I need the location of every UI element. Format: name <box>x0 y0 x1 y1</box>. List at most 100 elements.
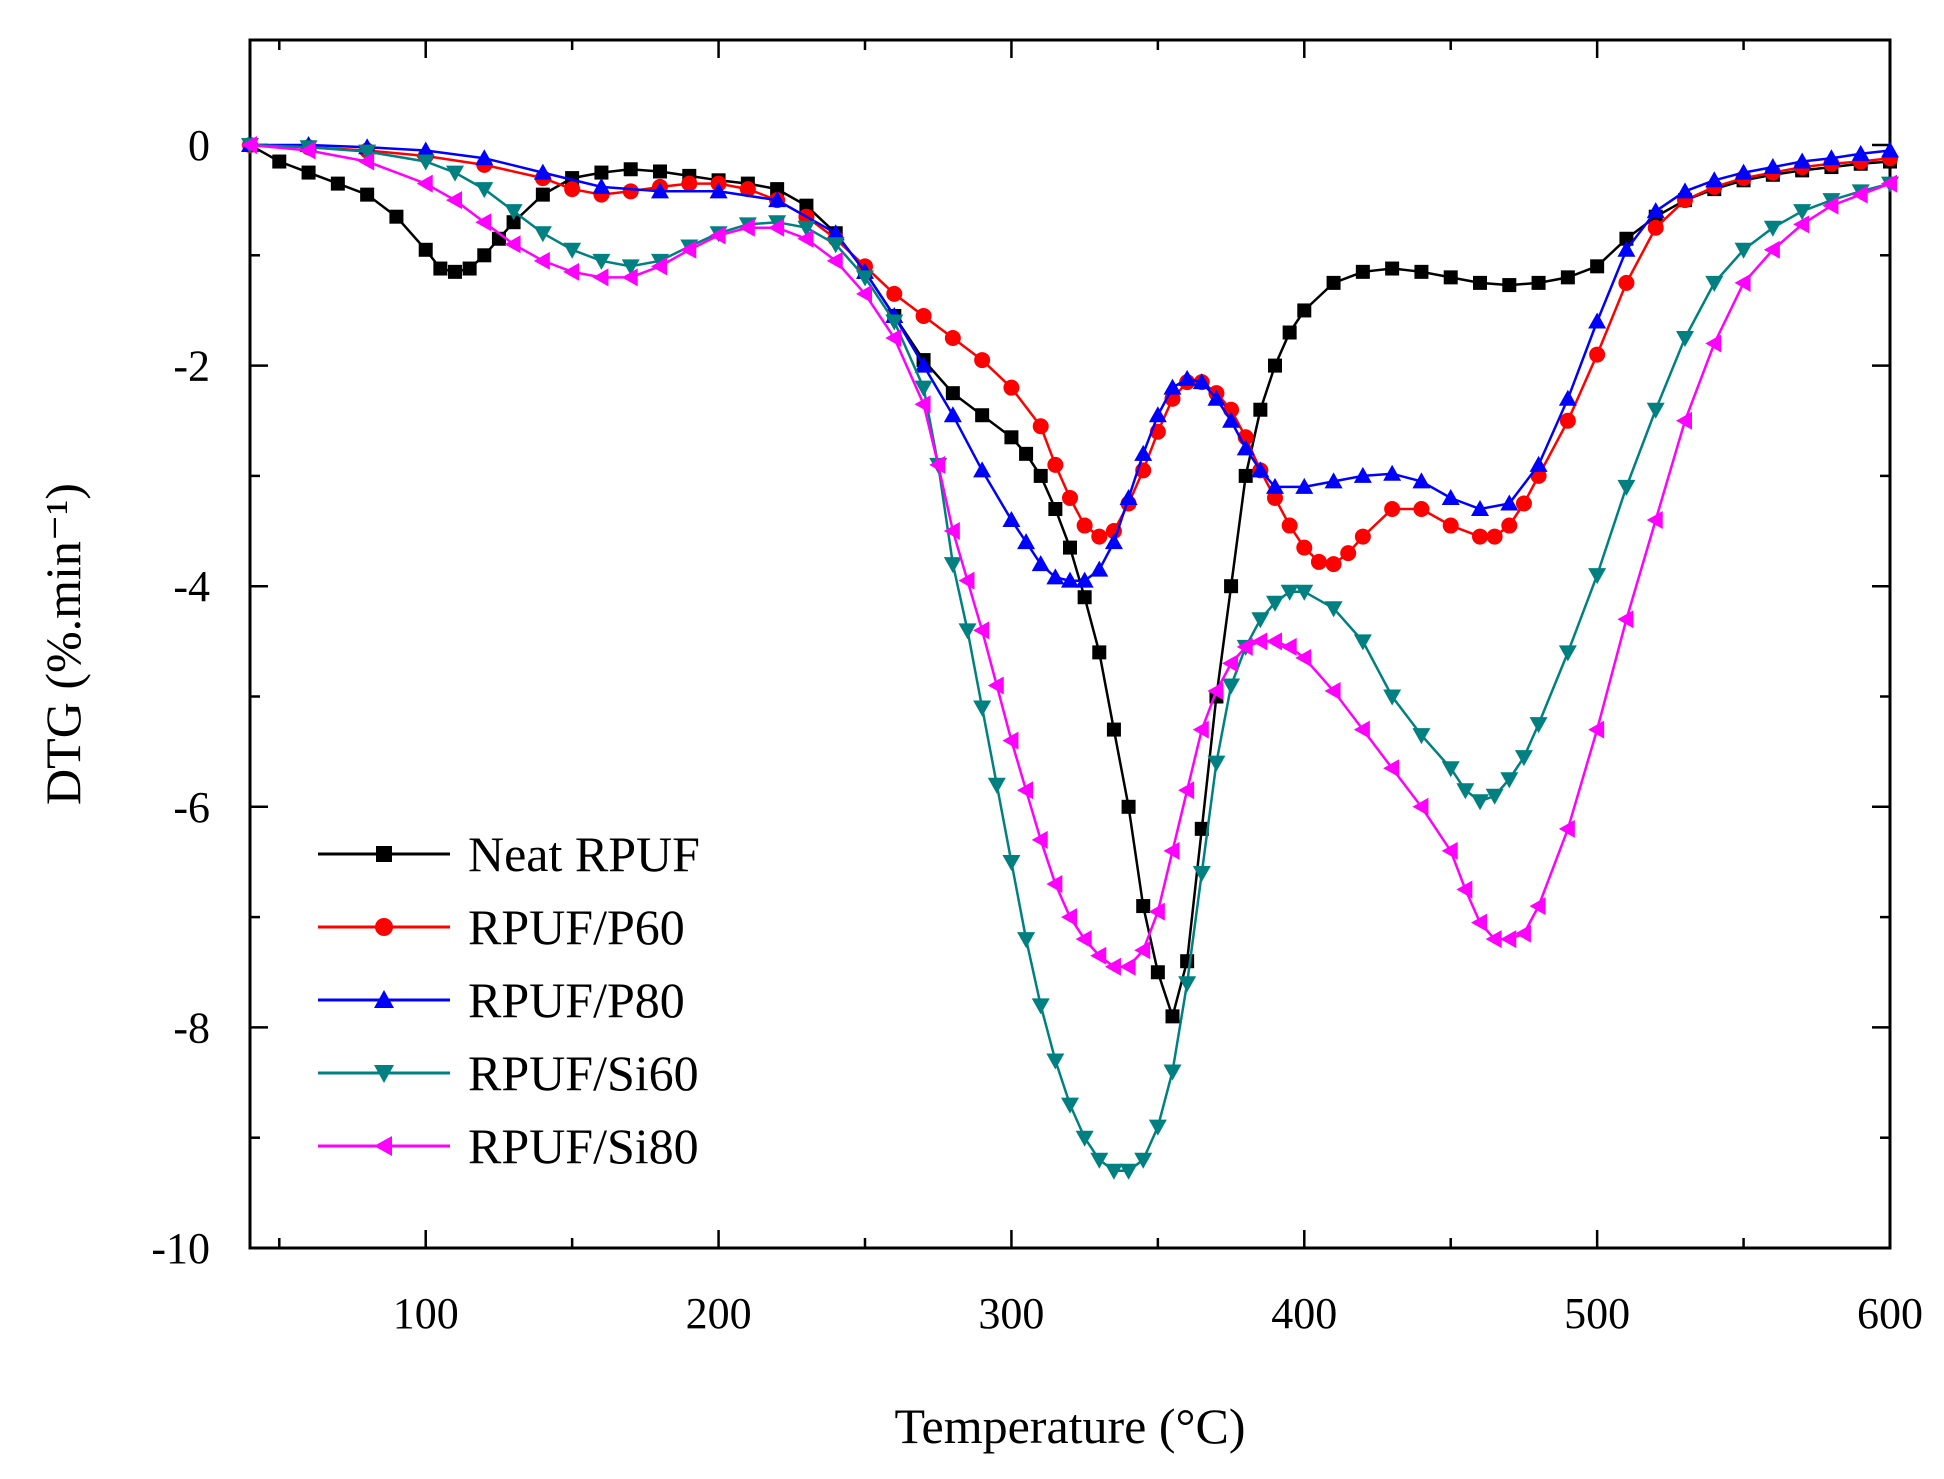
data-point <box>651 182 669 199</box>
data-point <box>1502 278 1517 293</box>
data-point <box>1558 819 1575 838</box>
data-point <box>446 165 464 182</box>
y-tick-label: 0 <box>188 121 210 170</box>
data-point <box>533 251 550 270</box>
data-point <box>1222 654 1239 673</box>
series-rpuf-p60 <box>242 137 1898 573</box>
legend-swatch-marker <box>376 846 392 862</box>
data-point <box>945 386 960 401</box>
data-point <box>1705 275 1724 292</box>
data-point <box>973 700 992 717</box>
data-point <box>651 257 667 276</box>
data-point <box>1075 1130 1094 1147</box>
data-point <box>446 191 462 210</box>
data-point <box>1529 897 1546 916</box>
data-point <box>1119 1163 1138 1180</box>
data-point <box>929 455 946 474</box>
data-point <box>709 182 728 199</box>
legend-label: RPUF/P60 <box>468 899 685 955</box>
data-point <box>885 314 904 331</box>
data-point <box>1676 411 1692 430</box>
data-point <box>1104 1163 1123 1180</box>
data-point <box>944 330 961 347</box>
data-point <box>1353 466 1372 483</box>
data-point <box>592 253 611 270</box>
data-point <box>1412 797 1429 816</box>
data-point <box>1558 645 1577 662</box>
data-point <box>1355 264 1370 279</box>
data-point <box>826 251 843 270</box>
data-point <box>1326 275 1341 290</box>
data-point <box>1851 144 1870 161</box>
data-point <box>1207 755 1226 772</box>
data-point <box>1280 637 1297 656</box>
data-point <box>1207 389 1226 406</box>
data-point <box>1253 402 1268 417</box>
data-point <box>1383 759 1400 778</box>
data-point <box>1031 555 1050 572</box>
data-point <box>1047 456 1064 473</box>
data-point <box>272 154 287 169</box>
data-point <box>1236 637 1253 656</box>
data-point <box>856 284 872 303</box>
data-point <box>360 187 375 202</box>
series-rpuf-p80 <box>241 136 1899 588</box>
data-point <box>592 268 609 287</box>
data-point <box>770 182 785 197</box>
data-point <box>1617 240 1636 257</box>
data-point <box>738 218 755 237</box>
data-point <box>1443 270 1458 285</box>
data-point <box>1163 378 1182 395</box>
x-axis-title: Temperature (°C) <box>894 1398 1245 1454</box>
data-point <box>1295 477 1314 494</box>
data-point <box>799 198 814 213</box>
data-point <box>797 220 816 237</box>
data-point <box>1531 275 1546 290</box>
data-point <box>1251 612 1270 629</box>
data-point <box>1163 1064 1182 1081</box>
data-point <box>1075 571 1094 588</box>
data-point <box>1207 681 1224 700</box>
data-point <box>1501 517 1518 534</box>
data-point <box>506 215 521 230</box>
data-point <box>1412 728 1431 745</box>
data-point <box>1560 270 1575 285</box>
data-point <box>797 229 814 248</box>
data-point <box>1763 220 1782 237</box>
data-point <box>1324 472 1343 489</box>
data-point <box>533 226 552 243</box>
data-point <box>241 136 257 154</box>
data-point <box>1148 406 1167 423</box>
data-point <box>653 164 667 179</box>
series-rpuf-si80 <box>241 136 1897 976</box>
data-point <box>1325 556 1342 573</box>
data-point <box>1514 750 1533 767</box>
data-point <box>1134 1152 1153 1169</box>
data-point <box>330 176 345 191</box>
data-point <box>1236 439 1255 456</box>
data-point <box>987 777 1006 794</box>
y-tick-label: -6 <box>173 783 210 832</box>
data-point <box>1178 781 1195 800</box>
data-point <box>1529 455 1548 472</box>
data-point <box>943 522 960 541</box>
data-point <box>1881 141 1899 158</box>
data-point <box>622 183 639 200</box>
data-point <box>1017 533 1036 550</box>
data-point <box>301 165 316 180</box>
data-point <box>1514 924 1531 943</box>
data-point <box>1002 854 1021 871</box>
data-point <box>1485 930 1502 949</box>
data-point <box>1441 488 1460 505</box>
data-point <box>1017 932 1036 949</box>
data-point <box>1472 528 1488 545</box>
legend-swatch-marker <box>375 918 393 936</box>
data-point <box>1529 717 1548 734</box>
data-point <box>958 623 977 640</box>
data-point <box>1104 533 1123 550</box>
data-point <box>1471 794 1489 811</box>
data-point <box>533 163 552 180</box>
legend-swatch-marker <box>374 1065 394 1083</box>
data-point <box>1414 264 1429 279</box>
data-point <box>1076 517 1093 534</box>
